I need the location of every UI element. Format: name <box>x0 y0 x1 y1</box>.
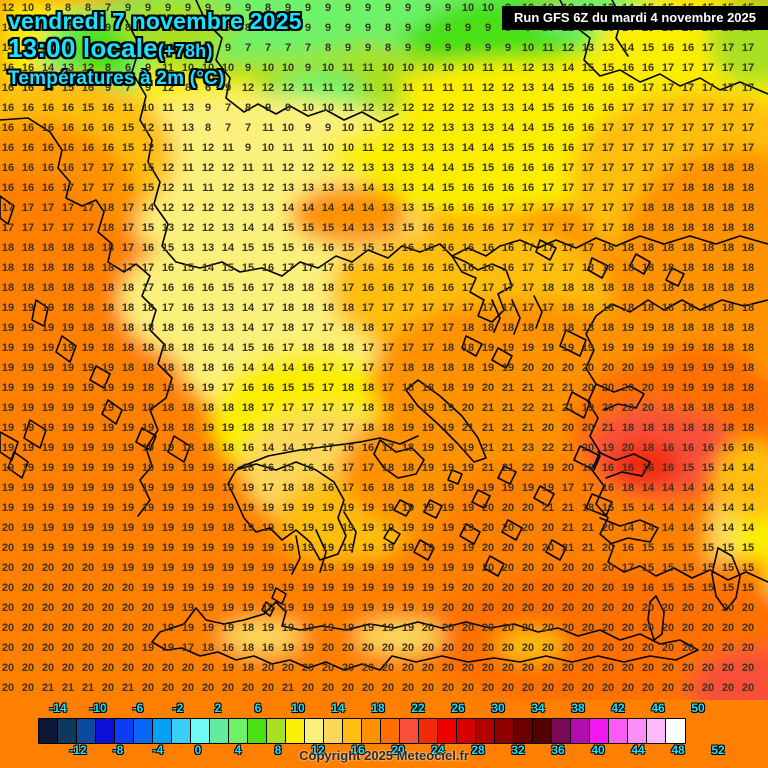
forecast-time-value: 13:00 locale <box>8 33 158 63</box>
legend-cell[interactable] <box>495 719 514 743</box>
legend-cell[interactable] <box>533 719 552 743</box>
legend-tick: 0 <box>194 743 202 757</box>
legend-tick: 46 <box>651 701 665 715</box>
legend-cell[interactable] <box>343 719 362 743</box>
legend-tick: 16 <box>351 743 365 757</box>
legend-cell[interactable] <box>400 719 419 743</box>
legend-cell[interactable] <box>628 719 647 743</box>
map-canvas <box>0 0 768 700</box>
legend-tick: -8 <box>112 743 124 757</box>
legend-tick: 18 <box>371 701 385 715</box>
legend-tick: -6 <box>132 701 144 715</box>
legend-tick: 10 <box>291 701 305 715</box>
legend-tick: 14 <box>331 701 345 715</box>
legend-tick: 2 <box>214 701 222 715</box>
legend-tick: 6 <box>254 701 262 715</box>
temperature-field <box>0 0 768 700</box>
legend-tick: -10 <box>89 701 107 715</box>
legend-tick: 40 <box>591 743 605 757</box>
legend-cell[interactable] <box>58 719 77 743</box>
legend-cell[interactable] <box>210 719 229 743</box>
legend-tick: 22 <box>411 701 425 715</box>
legend-cell[interactable] <box>286 719 305 743</box>
legend-cell[interactable] <box>571 719 590 743</box>
legend-tick: 20 <box>391 743 405 757</box>
legend-cell[interactable] <box>362 719 381 743</box>
legend-tick: 28 <box>471 743 485 757</box>
legend-cell[interactable] <box>457 719 476 743</box>
legend-cell[interactable] <box>172 719 191 743</box>
legend-tick: 44 <box>631 743 645 757</box>
legend-cell[interactable] <box>666 719 685 743</box>
legend-tick: -2 <box>172 701 184 715</box>
legend-tick: 50 <box>691 701 705 715</box>
legend-cell[interactable] <box>305 719 324 743</box>
legend-cell[interactable] <box>267 719 286 743</box>
legend-tick: -12 <box>69 743 87 757</box>
legend-cell[interactable] <box>438 719 457 743</box>
legend-tick: 30 <box>491 701 505 715</box>
coastline-overlay <box>0 0 768 671</box>
legend-cell[interactable] <box>609 719 628 743</box>
color-scale-bar[interactable] <box>38 718 686 744</box>
legend-tick: 26 <box>451 701 465 715</box>
legend-cell[interactable] <box>476 719 495 743</box>
legend-cell[interactable] <box>514 719 533 743</box>
legend-cell[interactable] <box>381 719 400 743</box>
legend-cell[interactable] <box>77 719 96 743</box>
legend-tick: 34 <box>531 701 545 715</box>
legend-tick: 8 <box>274 743 282 757</box>
legend-cell[interactable] <box>419 719 438 743</box>
legend-tick: -4 <box>152 743 164 757</box>
legend-cell[interactable] <box>248 719 267 743</box>
legend-tick: 48 <box>671 743 685 757</box>
legend-cell[interactable] <box>39 719 58 743</box>
legend-cell[interactable] <box>229 719 248 743</box>
color-scale-legend[interactable]: -14 -10 -6 -2 2 6 10 14 18 22 26 30 34 38 42 46 50 -12 -8-… <box>0 700 768 768</box>
forecast-offset-value: (+78h) <box>157 41 213 61</box>
legend-cell[interactable] <box>96 719 115 743</box>
legend-cell[interactable] <box>115 719 134 743</box>
legend-tick: 36 <box>551 743 565 757</box>
legend-cell[interactable] <box>552 719 571 743</box>
legend-tick: 38 <box>571 701 585 715</box>
legend-cell[interactable] <box>647 719 666 743</box>
model-run-banner: Run GFS 6Z du mardi 4 novembre 2025 <box>501 6 768 30</box>
parameter-label: Températures à 2m (°C) <box>8 68 225 89</box>
legend-tick: -14 <box>49 701 67 715</box>
copyright-label: Copyright 2025 Meteociel.fr <box>299 748 469 763</box>
legend-cell[interactable] <box>191 719 210 743</box>
legend-cell[interactable] <box>134 719 153 743</box>
legend-tick: 12 <box>311 743 325 757</box>
temperature-map[interactable]: 1210888799999998999999999101091010121213… <box>0 0 768 700</box>
legend-cell[interactable] <box>324 719 343 743</box>
legend-tick: 24 <box>431 743 445 757</box>
forecast-time-label: 13:00 locale(+78h) <box>8 33 213 64</box>
legend-tick: 4 <box>234 743 242 757</box>
legend-cell[interactable] <box>153 719 172 743</box>
forecast-date-label: vendredi 7 novembre 2025 <box>8 8 302 34</box>
legend-tick: 52 <box>711 743 725 757</box>
legend-cell[interactable] <box>590 719 609 743</box>
legend-tick: 42 <box>611 701 625 715</box>
legend-tick: 32 <box>511 743 525 757</box>
